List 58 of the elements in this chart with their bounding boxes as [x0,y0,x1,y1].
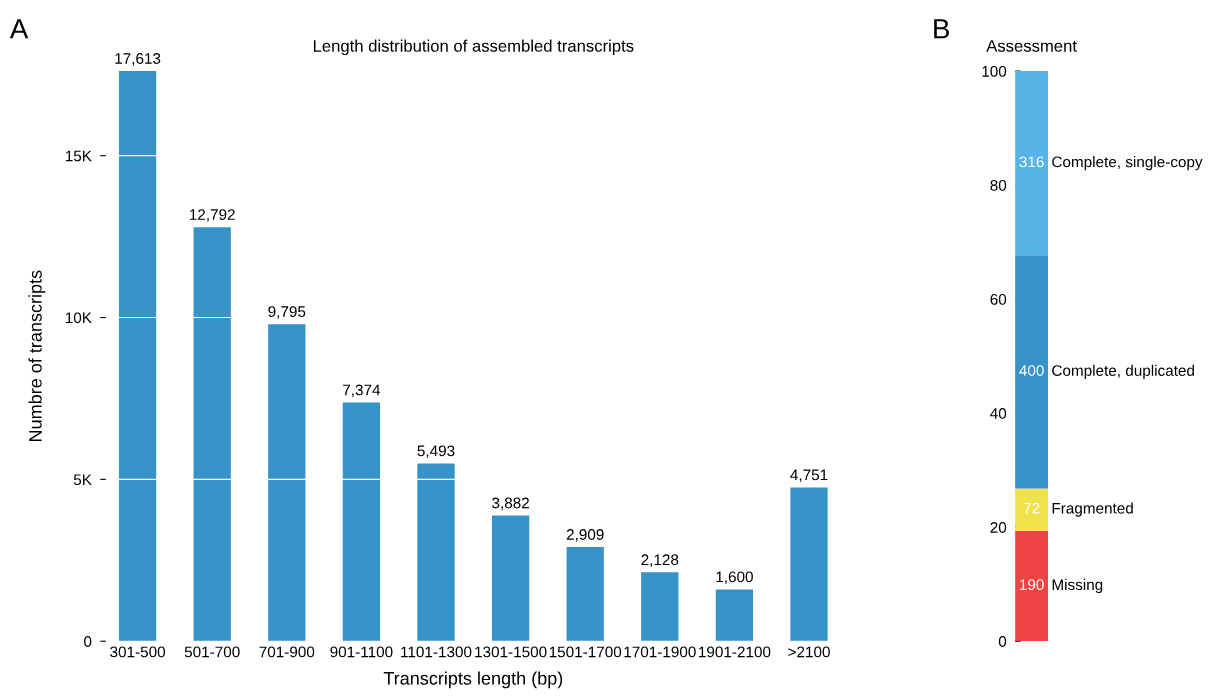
text: A [9,19,29,39]
bar [1015,255,1049,489]
bar [491,515,530,642]
y-tick-label: 0 [84,636,92,647]
data-label: 3,882 [492,497,529,511]
x-tick-label: 1701-1900 [624,646,696,658]
y-tick-label: 0 [998,636,1007,647]
bar [715,589,754,642]
y-tick-label: 5K [73,474,92,486]
bar [118,71,157,642]
data-label: 1,600 [716,571,753,585]
bar [566,547,604,642]
x-tick-label: 501-700 [184,646,240,658]
y-tick-label: 80 [990,179,1007,191]
bar [641,572,679,642]
x-tick-label: 1901-2100 [699,646,771,658]
data-label: 12,792 [189,209,235,222]
bar [1015,71,1049,256]
data-label: 7,374 [343,384,381,398]
bar [417,463,455,642]
series-label: Complete, single-copy [1052,156,1203,171]
bar [1015,488,1049,531]
bar [790,487,828,642]
text: B [934,19,949,39]
bar [193,227,231,642]
annotation: 72 [1023,502,1040,514]
x-tick-label: 901-1100 [330,646,393,658]
data-label: 4,751 [790,469,828,483]
series-label: Complete, duplicated [1052,364,1194,379]
annotation: 400 [1019,365,1044,376]
data-label: 17,613 [115,53,161,66]
x-tick-label: 301-500 [110,646,166,658]
annotation: 190 [1020,579,1044,591]
data-label: 2,909 [566,529,604,542]
x-tick-label: 701-900 [259,646,315,658]
bar [268,324,306,642]
data-label: 2,128 [641,554,679,567]
x-tick-label: 1101-1300 [401,646,472,658]
x-tick-label: 1501-1700 [549,646,622,658]
x-axis-title: Transcripts length (bp) [383,671,563,689]
series-label: Fragmented [1052,502,1133,517]
y-tick-label: 60 [990,294,1007,305]
annotation: 316 [1019,156,1044,168]
y-tick-label: 10K [65,312,92,324]
y-tick-label: 15K [65,150,92,162]
chart-title: Assessment [986,40,1077,52]
bar [342,402,381,642]
x-tick-label: >2100 [788,646,830,658]
data-label: 5,493 [417,445,455,459]
y-tick-label: 20 [990,522,1007,533]
data-label: 9,795 [268,306,306,319]
y-axis-title: Numbre of transcripts [28,270,46,441]
series-label: Missing [1052,578,1103,594]
chart-title: Length distribution of assembled transcripts [313,39,634,56]
y-tick-label: 100 [982,65,1007,77]
bar [1015,530,1049,642]
y-tick-label: 40 [990,408,1007,419]
x-tick-label: 1301-1500 [475,646,547,658]
